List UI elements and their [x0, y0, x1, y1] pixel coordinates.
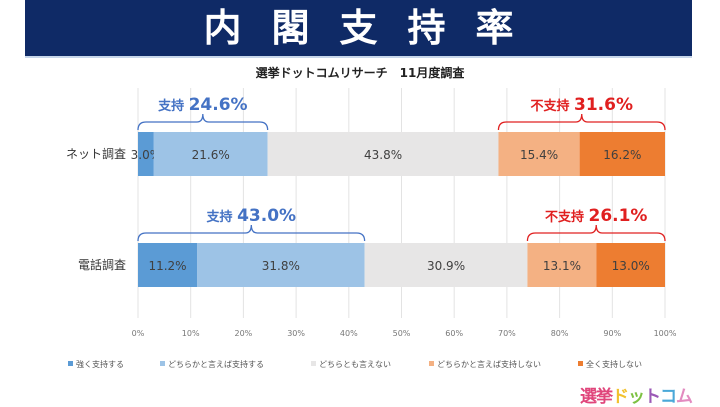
bracket-annotation	[137, 113, 269, 131]
summary-value: 31.6%	[574, 95, 633, 115]
legend-swatch	[68, 361, 73, 366]
data-label: 30.9%	[427, 259, 465, 273]
summary-label: 支持	[206, 209, 238, 225]
bar-segment	[138, 243, 198, 287]
logo-char: ト	[644, 387, 661, 407]
title-banner: 内閣支持率	[25, 0, 692, 58]
data-label: 16.2%	[603, 148, 641, 162]
x-tick-label: 80%	[551, 329, 569, 338]
bar-segment	[498, 132, 580, 176]
bar-segment	[364, 243, 528, 287]
chart-subtitle: 選挙ドットコムリサーチ 11月度調査	[255, 66, 465, 80]
legend-swatch	[429, 361, 434, 366]
summary-annotation: 支持 43.0%	[206, 206, 297, 226]
bar-segment	[138, 132, 154, 176]
summary-annotation: 不支持 31.6%	[530, 95, 633, 115]
logo-char: 挙	[596, 387, 613, 407]
x-tick-label: 70%	[498, 329, 516, 338]
legend-label: どちらかと言えば支持する	[168, 359, 264, 369]
summary-value: 24.6%	[189, 95, 248, 115]
summary-annotation: 不支持 26.1%	[545, 206, 648, 226]
legend-label: 全く支持しない	[586, 359, 642, 369]
page-title: 内閣支持率	[203, 6, 544, 50]
x-tick-label: 30%	[287, 329, 305, 338]
summary-label: 支持	[157, 98, 189, 114]
bar-segment	[596, 243, 665, 287]
legend-swatch	[160, 361, 165, 366]
legend-label: どちらとも言えない	[319, 359, 391, 369]
legend-label: どちらかと言えば支持しない	[437, 359, 541, 369]
data-label: 13.1%	[543, 259, 581, 273]
data-label: 15.4%	[520, 148, 558, 162]
logo-char: ド	[612, 387, 629, 407]
category-label: ネット調査	[66, 147, 126, 161]
brand-logo: 選挙ドットコム	[580, 382, 693, 407]
legend-swatch	[578, 361, 583, 366]
bar-segment	[153, 132, 268, 176]
data-label: 43.8%	[364, 148, 402, 162]
x-tick-label: 100%	[654, 329, 677, 338]
bracket-annotation	[137, 224, 366, 242]
x-tick-label: 90%	[603, 329, 621, 338]
category-label: 電話調査	[78, 257, 126, 272]
data-label: 3.0%	[131, 148, 162, 162]
x-tick-label: 60%	[445, 329, 463, 338]
logo-char: コ	[660, 387, 677, 407]
x-tick-label: 20%	[235, 329, 253, 338]
x-tick-label: 10%	[182, 329, 200, 338]
bracket-annotation	[526, 224, 666, 242]
data-label: 13.0%	[612, 259, 650, 273]
data-label: 11.2%	[148, 259, 186, 273]
bar-segment	[197, 243, 365, 287]
logo-char: ム	[676, 387, 693, 407]
data-label: 21.6%	[192, 148, 230, 162]
summary-label: 不支持	[530, 98, 574, 114]
summary-label: 不支持	[545, 209, 589, 225]
x-tick-label: 40%	[340, 329, 358, 338]
summary-value: 43.0%	[237, 206, 296, 226]
legend-label: 強く支持する	[76, 359, 124, 369]
bar-segment	[267, 132, 499, 176]
bracket-annotation	[497, 113, 666, 131]
summary-annotation: 支持 24.6%	[157, 95, 248, 115]
summary-value: 26.1%	[588, 206, 647, 226]
logo-char: ッ	[628, 387, 645, 407]
x-tick-label: 50%	[393, 329, 411, 338]
bar-segment	[527, 243, 597, 287]
legend-swatch	[311, 361, 316, 366]
logo-char: 選	[580, 387, 597, 407]
data-label: 31.8%	[262, 259, 300, 273]
bar-segment	[579, 132, 665, 176]
x-tick-label: 0%	[132, 329, 145, 338]
